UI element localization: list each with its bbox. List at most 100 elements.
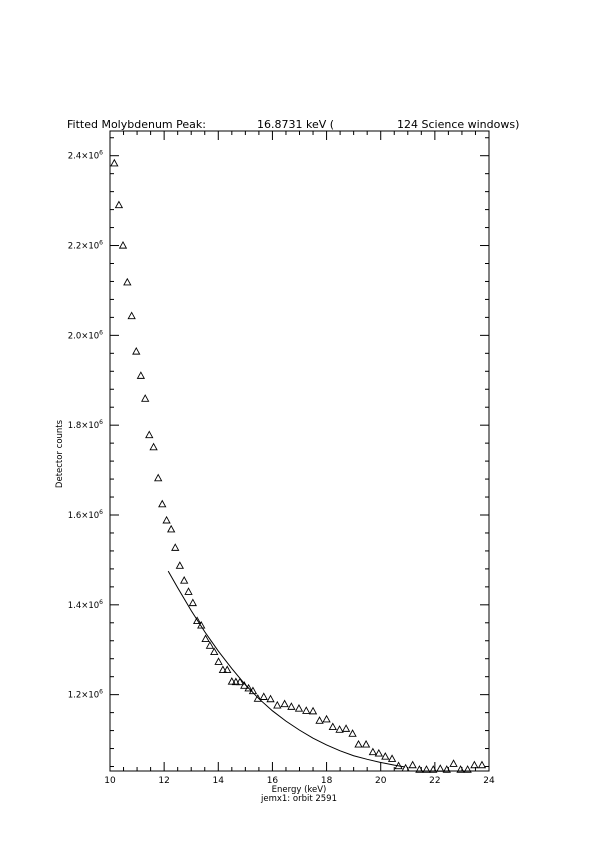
y-tick-mantissa: 1.4×10 bbox=[68, 601, 99, 611]
y-tick-label: 1.2×106 bbox=[68, 689, 103, 701]
y-tick-label: 1.8×106 bbox=[68, 419, 103, 431]
data-point bbox=[470, 760, 479, 769]
data-point bbox=[361, 739, 371, 748]
data-point bbox=[127, 311, 136, 320]
data-point bbox=[328, 722, 337, 731]
y-tick-mantissa: 2.2×10 bbox=[68, 242, 99, 252]
plot-frame bbox=[109, 130, 490, 772]
data-point bbox=[132, 346, 141, 355]
x-tick-label: 18 bbox=[321, 776, 333, 786]
data-point bbox=[218, 665, 228, 673]
y-tick-exponent: 6 bbox=[99, 509, 103, 516]
x-axis-label: Energy (keV) bbox=[272, 785, 327, 795]
data-point bbox=[273, 700, 282, 709]
title-energy: 16.8731 keV ( bbox=[257, 118, 335, 131]
data-point bbox=[253, 694, 262, 702]
y-tick-label: 1.4×106 bbox=[68, 599, 103, 611]
x-tick-label: 20 bbox=[375, 776, 387, 786]
data-point bbox=[154, 473, 163, 482]
data-point bbox=[188, 598, 197, 607]
data-point bbox=[171, 543, 180, 551]
data-point bbox=[354, 739, 363, 748]
data-point bbox=[231, 677, 241, 686]
data-point bbox=[114, 200, 124, 209]
x-tick-label: 22 bbox=[429, 776, 440, 786]
data-point bbox=[294, 704, 304, 712]
data-point bbox=[308, 706, 318, 715]
data-point bbox=[315, 716, 324, 724]
data-point bbox=[368, 747, 378, 756]
y-tick-exponent: 6 bbox=[99, 329, 103, 336]
data-point bbox=[322, 714, 331, 723]
data-point bbox=[422, 765, 431, 773]
y-tick-label: 2.0×106 bbox=[68, 329, 103, 341]
data-point bbox=[184, 587, 193, 595]
x-tick-label: 14 bbox=[213, 776, 225, 786]
data-point bbox=[158, 499, 167, 508]
data-point bbox=[180, 576, 189, 584]
data-point bbox=[123, 277, 132, 286]
data-point bbox=[436, 764, 445, 772]
data-point bbox=[302, 706, 311, 714]
data-point bbox=[266, 694, 275, 703]
data-point bbox=[244, 683, 253, 692]
data-point bbox=[214, 657, 223, 665]
data-point bbox=[477, 760, 487, 769]
x-tick-label: 10 bbox=[104, 776, 116, 786]
footer-caption: jemx1: orbit 2591 bbox=[260, 794, 337, 804]
data-point bbox=[193, 616, 202, 625]
data-point bbox=[110, 158, 119, 167]
axes: 10 12 14 16 18 20 22 241.2×1061.4×1061.6×1061.8… bbox=[68, 131, 495, 786]
x-tick-label: 16 bbox=[267, 776, 279, 786]
data-point bbox=[442, 765, 451, 773]
data-point bbox=[136, 371, 146, 379]
y-tick-exponent: 6 bbox=[99, 599, 103, 606]
data-point bbox=[175, 561, 185, 569]
y-tick-mantissa: 1.2×10 bbox=[68, 691, 99, 701]
y-tick-label: 2.4×106 bbox=[68, 150, 103, 162]
chart-title: Fitted Molybdenum Peak: 16.8731 keV ( 12… bbox=[67, 118, 519, 170]
x-tick-label: 12 bbox=[158, 776, 169, 786]
y-tick-mantissa: 1.8×10 bbox=[68, 421, 99, 431]
data-point bbox=[205, 641, 215, 649]
data-point bbox=[167, 524, 176, 533]
y-tick-mantissa: 1.6×10 bbox=[68, 511, 99, 521]
data-point bbox=[227, 677, 236, 685]
data-point bbox=[162, 515, 171, 524]
data-point bbox=[210, 647, 219, 656]
data-point bbox=[456, 765, 465, 773]
data-point bbox=[401, 763, 410, 772]
y-tick-label: 2.2×106 bbox=[68, 240, 103, 252]
y-tick-mantissa: 2.0×10 bbox=[68, 331, 99, 341]
y-tick-exponent: 6 bbox=[99, 240, 103, 247]
data-point bbox=[149, 442, 158, 451]
data-point bbox=[223, 665, 232, 673]
y-tick-exponent: 6 bbox=[99, 150, 103, 157]
y-tick-mantissa: 2.4×10 bbox=[68, 152, 99, 162]
data-point bbox=[201, 634, 210, 643]
y-tick-label: 1.6×106 bbox=[68, 509, 103, 521]
title-windows: 124 Science windows) bbox=[397, 118, 520, 131]
data-point bbox=[235, 677, 245, 686]
data-point bbox=[449, 759, 458, 767]
data-point bbox=[118, 240, 128, 249]
data-point bbox=[287, 702, 296, 710]
data-point bbox=[197, 620, 206, 629]
data-point bbox=[141, 394, 150, 402]
data-point bbox=[463, 765, 472, 773]
data-point bbox=[335, 725, 344, 733]
y-axis-label: Detector counts bbox=[55, 419, 65, 488]
data-point bbox=[429, 765, 438, 773]
data-point bbox=[145, 430, 154, 439]
marks bbox=[110, 158, 487, 773]
data-point bbox=[280, 699, 289, 708]
x-tick-label: 24 bbox=[483, 776, 495, 786]
data-point bbox=[415, 765, 424, 773]
data-point bbox=[381, 752, 390, 760]
y-tick-exponent: 6 bbox=[99, 689, 103, 696]
data-point bbox=[387, 754, 397, 762]
fit-curve bbox=[167, 570, 406, 768]
data-point bbox=[348, 729, 357, 737]
y-tick-exponent: 6 bbox=[99, 419, 103, 426]
